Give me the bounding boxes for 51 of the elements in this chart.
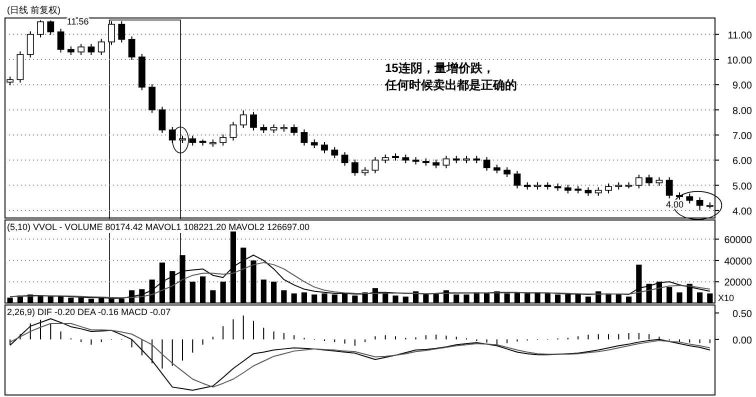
y-tick-label: 4.00 — [732, 206, 752, 218]
y-tick-label: 5.00 — [732, 181, 752, 192]
y-tick-label: 8.00 — [732, 106, 752, 117]
y-tick-label: 40000 — [724, 256, 752, 268]
y-tick-label: 0.50 — [732, 308, 752, 320]
candlestick — [128, 36, 136, 61]
candlestick — [148, 84, 156, 114]
candlestick — [57, 28, 64, 53]
annotation: 任何时候卖出都是正确的 — [384, 78, 517, 92]
y-tick-label: 60000 — [724, 235, 752, 246]
candlestick — [78, 43, 85, 56]
candlestick — [290, 124, 298, 136]
y-tick-label: 9.00 — [732, 80, 752, 92]
candlestick — [98, 38, 105, 56]
candlestick — [26, 30, 34, 58]
candlestick — [666, 176, 673, 199]
candlestick — [341, 152, 348, 166]
candlestick — [230, 121, 237, 142]
candlestick — [321, 142, 328, 154]
candlestick — [696, 196, 704, 211]
candlestick — [635, 174, 642, 189]
candlestick — [331, 146, 338, 159]
candlestick — [88, 43, 95, 56]
chart-title: (5,10) VVOL - VOLUME 80174.42 MAVOL1 108221.20 MAVOL2 126697.00 — [7, 222, 310, 232]
candlestick — [504, 166, 511, 178]
y-tick-label: 6.00 — [732, 156, 752, 168]
candlestick — [158, 106, 166, 134]
candlestick — [220, 134, 227, 146]
candlestick — [300, 128, 308, 146]
chart-title: (日线 前复权) — [7, 5, 60, 15]
candlestick — [47, 20, 54, 36]
candlestick — [442, 155, 450, 169]
y-tick-label: 7.00 — [732, 130, 752, 142]
text: X10 — [718, 293, 734, 303]
candlestick — [646, 174, 653, 186]
candlestick — [605, 183, 612, 194]
annotation: 11.56 — [66, 16, 89, 26]
line-series — [10, 262, 710, 298]
candlestick — [372, 156, 379, 174]
candlestick — [250, 111, 257, 131]
y-tick-label: 11.00 — [728, 30, 752, 42]
chart-title: 2,26,9) DIF -0.20 DEA -0.16 MACD -0.07 — [7, 307, 171, 317]
candlestick — [483, 156, 490, 172]
candlestick — [240, 110, 247, 128]
candlestick — [37, 20, 44, 38]
y-tick-label: 20000 — [724, 278, 752, 289]
annotation: 15连阴，量增价跌， — [385, 61, 494, 75]
y-tick-label: 0.00 — [732, 335, 752, 346]
candlestick — [351, 159, 358, 176]
candlestick — [514, 170, 521, 189]
y-tick-label: 10.00 — [726, 56, 752, 67]
